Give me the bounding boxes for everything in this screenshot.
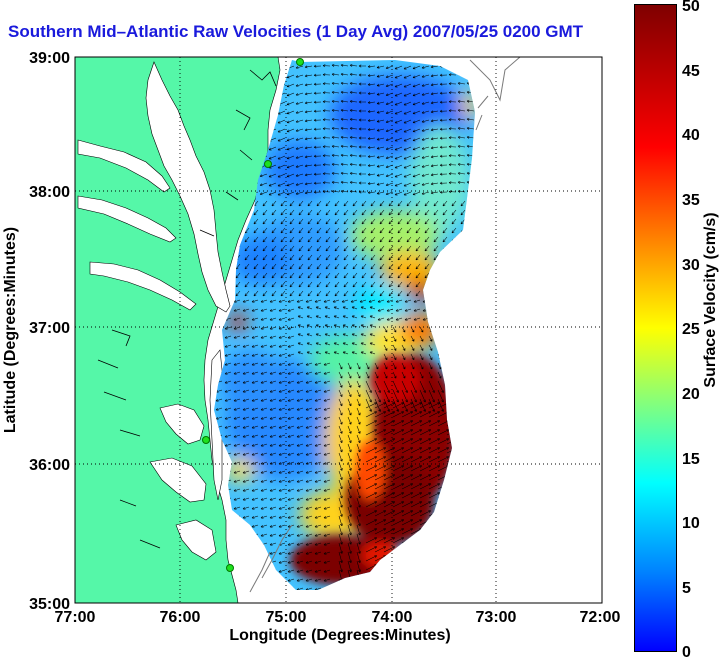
coastline-detail xyxy=(97,69,277,549)
bathymetry-contours xyxy=(249,57,521,593)
radar-sites xyxy=(202,58,304,572)
y-axis: 39:00 38:00 37:00 36:00 35:00 xyxy=(29,50,70,613)
colorbar-tick-label: 35 xyxy=(682,192,700,209)
colorbar-ticks: 50 45 40 35 30 25 20 15 10 5 0 xyxy=(682,0,700,659)
colorbar-tick-label: 25 xyxy=(682,321,700,338)
colorbar-tick-label: 0 xyxy=(682,644,691,659)
plot-frame xyxy=(74,56,603,604)
colorbar-tick-label: 5 xyxy=(682,580,691,597)
x-tick-label: 77:00 xyxy=(55,609,96,626)
y-axis-label: Latitude (Degrees:Minutes) xyxy=(2,227,19,433)
colorbar-tick-label: 45 xyxy=(682,63,700,80)
y-tick-label: 35:00 xyxy=(29,596,70,613)
colorbar xyxy=(634,4,677,652)
x-tick-label: 72:00 xyxy=(580,609,621,626)
y-tick-label: 39:00 xyxy=(29,50,70,67)
colorbar-tick-label: 30 xyxy=(682,257,700,274)
colorbar-tick-label: 40 xyxy=(682,127,700,144)
grid-lines xyxy=(75,57,602,603)
x-tick-label: 74:00 xyxy=(372,609,413,626)
colorbar-label: Surface Velocity (cm/s) xyxy=(702,212,719,387)
colorbar-tick-label: 20 xyxy=(682,386,700,403)
colorbar-tick-label: 15 xyxy=(682,451,700,468)
y-tick-label: 36:00 xyxy=(29,457,70,474)
x-tick-label: 73:00 xyxy=(476,609,517,626)
y-tick-label: 37:00 xyxy=(29,320,70,337)
x-tick-label: 75:00 xyxy=(266,609,307,626)
x-axis: 77:00 76:00 75:00 74:00 73:00 72:00 xyxy=(55,609,621,626)
map-title: Southern Mid–Atlantic Raw Velocities (1 … xyxy=(8,22,584,41)
colorbar-tick-label: 10 xyxy=(682,515,700,532)
y-tick-label: 38:00 xyxy=(29,184,70,201)
colorbar-tick-label: 50 xyxy=(682,0,700,15)
x-axis-label: Longitude (Degrees:Minutes) xyxy=(229,627,450,644)
x-tick-label: 76:00 xyxy=(160,609,201,626)
